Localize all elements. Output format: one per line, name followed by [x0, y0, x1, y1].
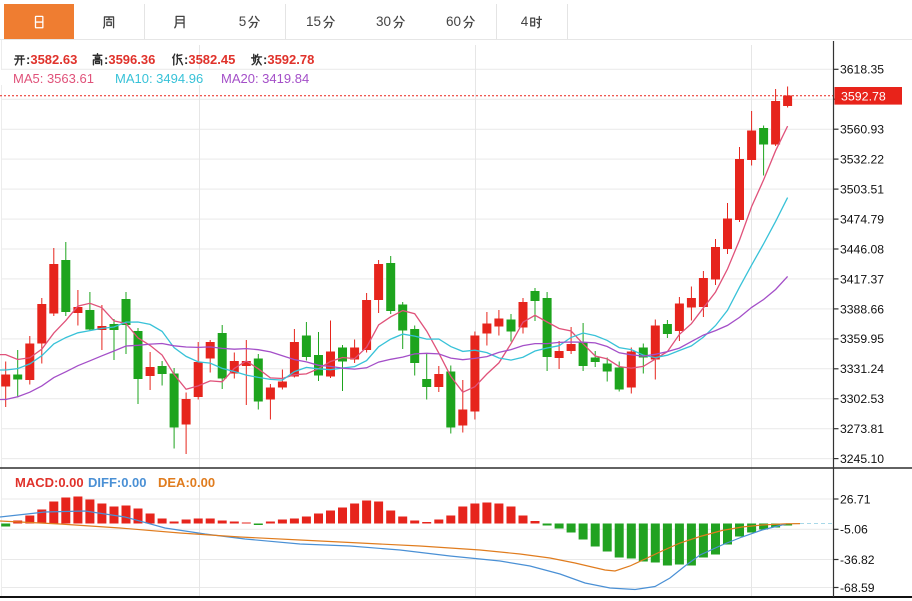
svg-text:3592.78: 3592.78	[841, 89, 886, 103]
svg-text:3331.24: 3331.24	[840, 362, 884, 376]
svg-text:3388.66: 3388.66	[840, 302, 884, 316]
svg-text:-36.82: -36.82	[840, 553, 875, 567]
svg-text:3532.22: 3532.22	[840, 153, 884, 167]
svg-text:3359.95: 3359.95	[840, 332, 884, 346]
svg-text:3618.35: 3618.35	[840, 63, 884, 77]
svg-text:-68.59: -68.59	[840, 581, 875, 595]
svg-text:3302.53: 3302.53	[840, 392, 884, 406]
svg-text:3503.51: 3503.51	[840, 183, 884, 197]
svg-text:3446.08: 3446.08	[840, 242, 884, 256]
svg-text:3273.81: 3273.81	[840, 422, 884, 436]
svg-text:3474.79: 3474.79	[840, 213, 884, 227]
svg-text:3560.93: 3560.93	[840, 123, 884, 137]
svg-text:3417.37: 3417.37	[840, 272, 884, 286]
svg-text:3245.10: 3245.10	[840, 452, 884, 466]
svg-text:26.71: 26.71	[840, 492, 871, 506]
svg-text:-5.06: -5.06	[840, 523, 868, 537]
